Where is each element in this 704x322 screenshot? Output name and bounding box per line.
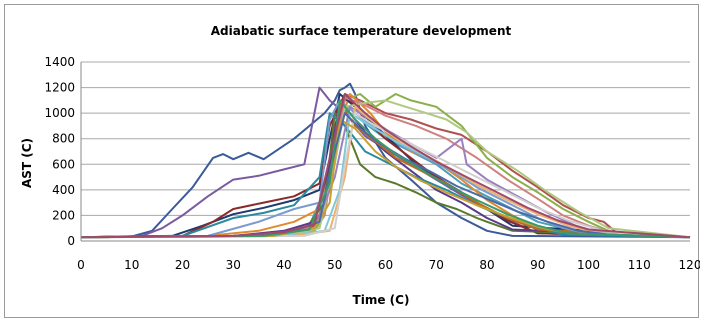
y-tick-label: 400 xyxy=(52,183,75,197)
y-tick-label: 200 xyxy=(52,208,75,222)
y-axis-label: AST (C) xyxy=(20,138,34,188)
x-tick-label: 90 xyxy=(530,258,545,272)
chart-title: Adiabatic surface temperature developmen… xyxy=(211,24,512,38)
x-tick-label: 110 xyxy=(628,258,651,272)
axes: 0 200 400 600 800 1000 1200 1400 0 10 20 30 40 50 60 70… xyxy=(44,55,700,272)
y-tick-label: 1400 xyxy=(44,55,75,69)
series-line-16 xyxy=(80,105,691,239)
series-line-18 xyxy=(80,105,691,239)
series-line-14 xyxy=(80,96,691,239)
x-tick-label: 30 xyxy=(226,258,241,272)
y-tick-label: 1000 xyxy=(44,106,75,120)
series-line-13 xyxy=(80,99,691,239)
y-tick-label: 600 xyxy=(52,157,75,171)
series-line-22 xyxy=(80,99,691,239)
x-tick-label: 100 xyxy=(577,258,600,272)
series-lines xyxy=(80,82,691,239)
x-tick-label: 40 xyxy=(276,258,291,272)
x-tick-label: 0 xyxy=(77,258,85,272)
x-tick-label: 10 xyxy=(124,258,139,272)
x-axis-label: Time (C) xyxy=(353,293,410,307)
series-line-1 xyxy=(80,82,691,239)
x-tick-label: 80 xyxy=(479,258,494,272)
series-line-23 xyxy=(80,93,691,239)
series-line-19 xyxy=(80,112,691,239)
chart-frame: Adiabatic surface temperature developmen… xyxy=(4,4,700,318)
x-tick-label: 120 xyxy=(679,258,700,272)
x-tick-label: 20 xyxy=(175,258,190,272)
series-line-5 xyxy=(80,105,691,239)
series-line-10 xyxy=(80,99,691,239)
line-chart: Adiabatic surface temperature developmen… xyxy=(20,24,700,307)
y-tick-label: 0 xyxy=(67,234,75,248)
series-line-15 xyxy=(80,99,691,239)
x-tick-label: 50 xyxy=(327,258,342,272)
y-tick-label: 800 xyxy=(52,132,75,146)
y-tick-label: 1200 xyxy=(44,81,75,95)
series-line-12 xyxy=(80,101,691,239)
x-tick-label: 60 xyxy=(378,258,393,272)
x-tick-label: 70 xyxy=(429,258,444,272)
